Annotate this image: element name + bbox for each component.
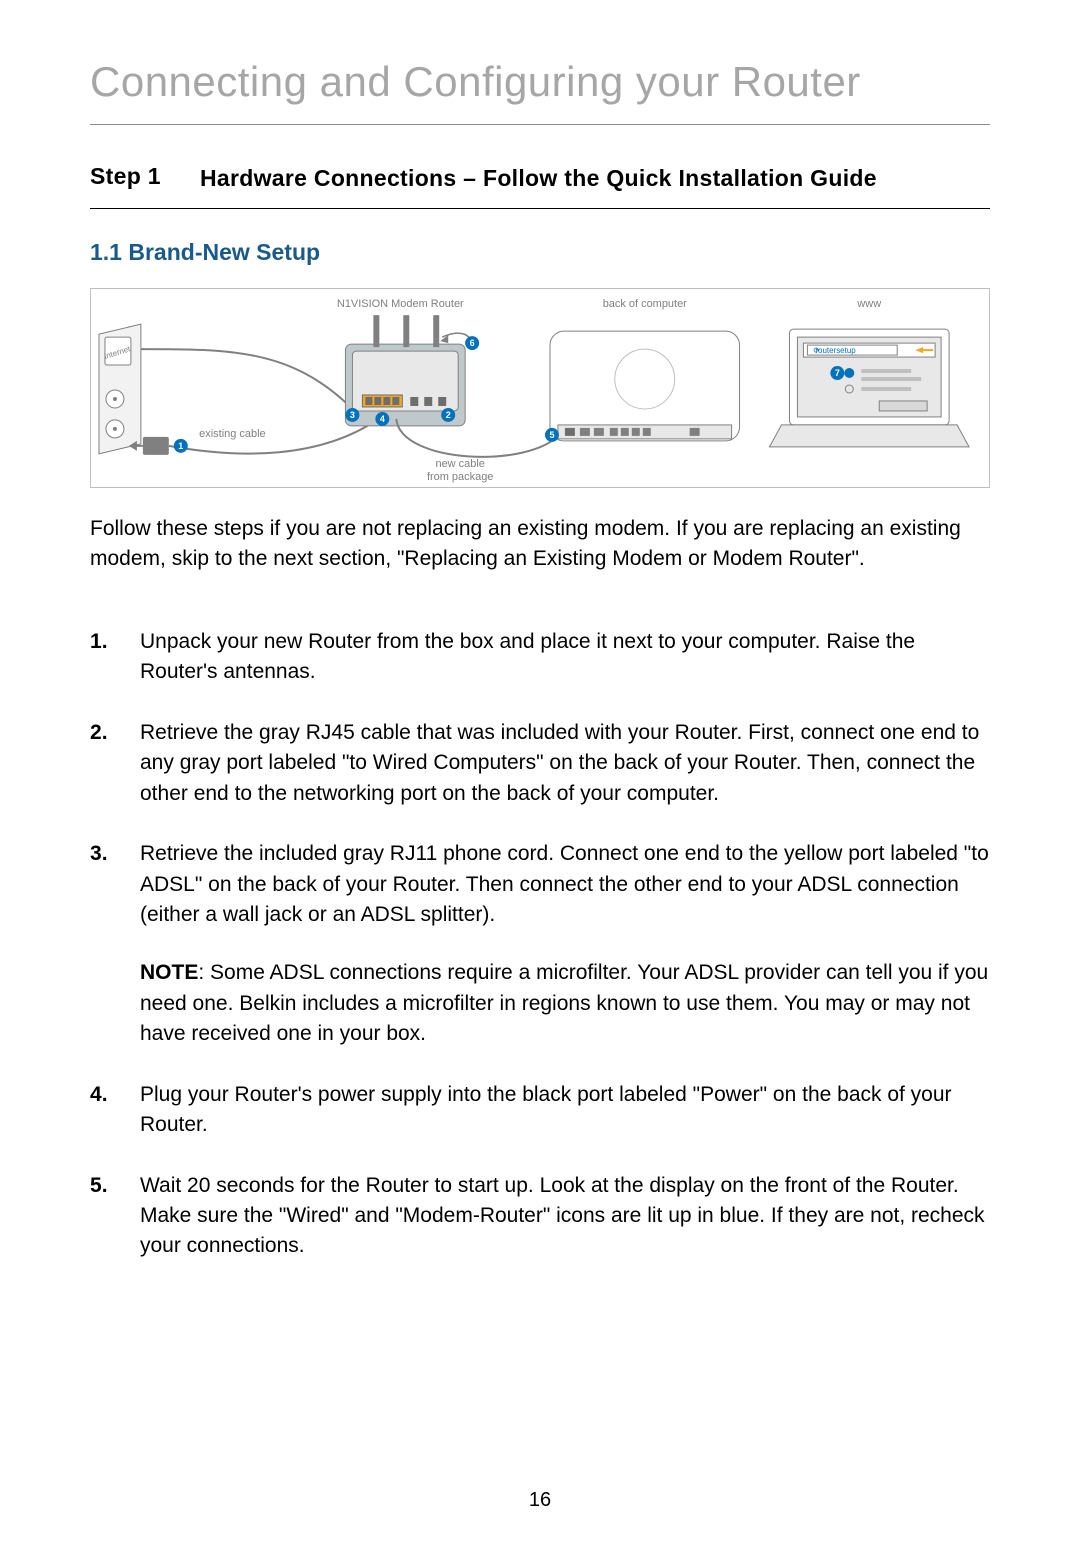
svg-text:⟳: ⟳ — [813, 346, 820, 355]
step-label: Step 1 — [90, 163, 200, 194]
list-item: Plug your Router's power supply into the… — [90, 1080, 990, 1141]
step-heading: Step 1 Hardware Connections – Follow the… — [90, 163, 990, 209]
list-item: Wait 20 seconds for the Router to start … — [90, 1171, 990, 1262]
list-item: Unpack your new Router from the box and … — [90, 627, 990, 688]
diagram-label-existing-cable: existing cable — [199, 428, 265, 440]
laptop-icon: routersetup ⟳ — [769, 329, 969, 447]
svg-text:4: 4 — [380, 414, 385, 424]
steps-list: Unpack your new Router from the box and … — [90, 627, 990, 1262]
note-text: : Some ADSL connections require a microf… — [140, 961, 988, 1045]
diagram-label-newcable2: from package — [427, 471, 493, 483]
step-text-5: Wait 20 seconds for the Router to start … — [140, 1171, 990, 1262]
step-note-3: NOTE: Some ADSL connections require a mi… — [140, 958, 990, 1049]
step-text: Hardware Connections – Follow the Quick … — [200, 163, 990, 194]
svg-text:3: 3 — [350, 410, 355, 420]
computer-back-icon — [550, 331, 740, 441]
section-subhead: 1.1 Brand-New Setup — [90, 239, 990, 266]
diagram-label-www: www — [856, 298, 881, 310]
svg-text:7: 7 — [835, 368, 840, 378]
step-text-3: Retrieve the included gray RJ11 phone co… — [140, 842, 989, 926]
wall-outlet-icon: Internet — [99, 324, 141, 454]
svg-text:2: 2 — [446, 410, 451, 420]
router-icon — [345, 315, 472, 426]
step-text-4: Plug your Router's power supply into the… — [140, 1080, 990, 1141]
intro-paragraph: Follow these steps if you are not replac… — [90, 514, 990, 575]
step-text-2: Retrieve the gray RJ45 cable that was in… — [140, 718, 990, 809]
list-item: Retrieve the included gray RJ11 phone co… — [90, 839, 990, 1050]
diagram-label-computer: back of computer — [603, 298, 687, 310]
step-text-1: Unpack your new Router from the box and … — [140, 627, 990, 688]
diagram-badges: 1 2 3 4 5 6 7 — [174, 336, 845, 453]
list-item: Retrieve the gray RJ45 cable that was in… — [90, 718, 990, 809]
svg-text:6: 6 — [470, 338, 475, 348]
diagram-label-newcable1: new cable — [435, 458, 484, 470]
svg-text:1: 1 — [178, 441, 183, 451]
manual-page: Connecting and Configuring your Router S… — [0, 0, 1080, 1542]
diagram-browser-text: routersetup — [815, 346, 856, 355]
page-number: 16 — [0, 1489, 1080, 1512]
page-title: Connecting and Configuring your Router — [90, 58, 990, 125]
svg-text:5: 5 — [549, 430, 554, 440]
connection-diagram: N1VISION Modem Router back of computer w… — [90, 288, 990, 488]
diagram-label-router: N1VISION Modem Router — [337, 298, 464, 310]
note-label: NOTE — [140, 961, 198, 984]
